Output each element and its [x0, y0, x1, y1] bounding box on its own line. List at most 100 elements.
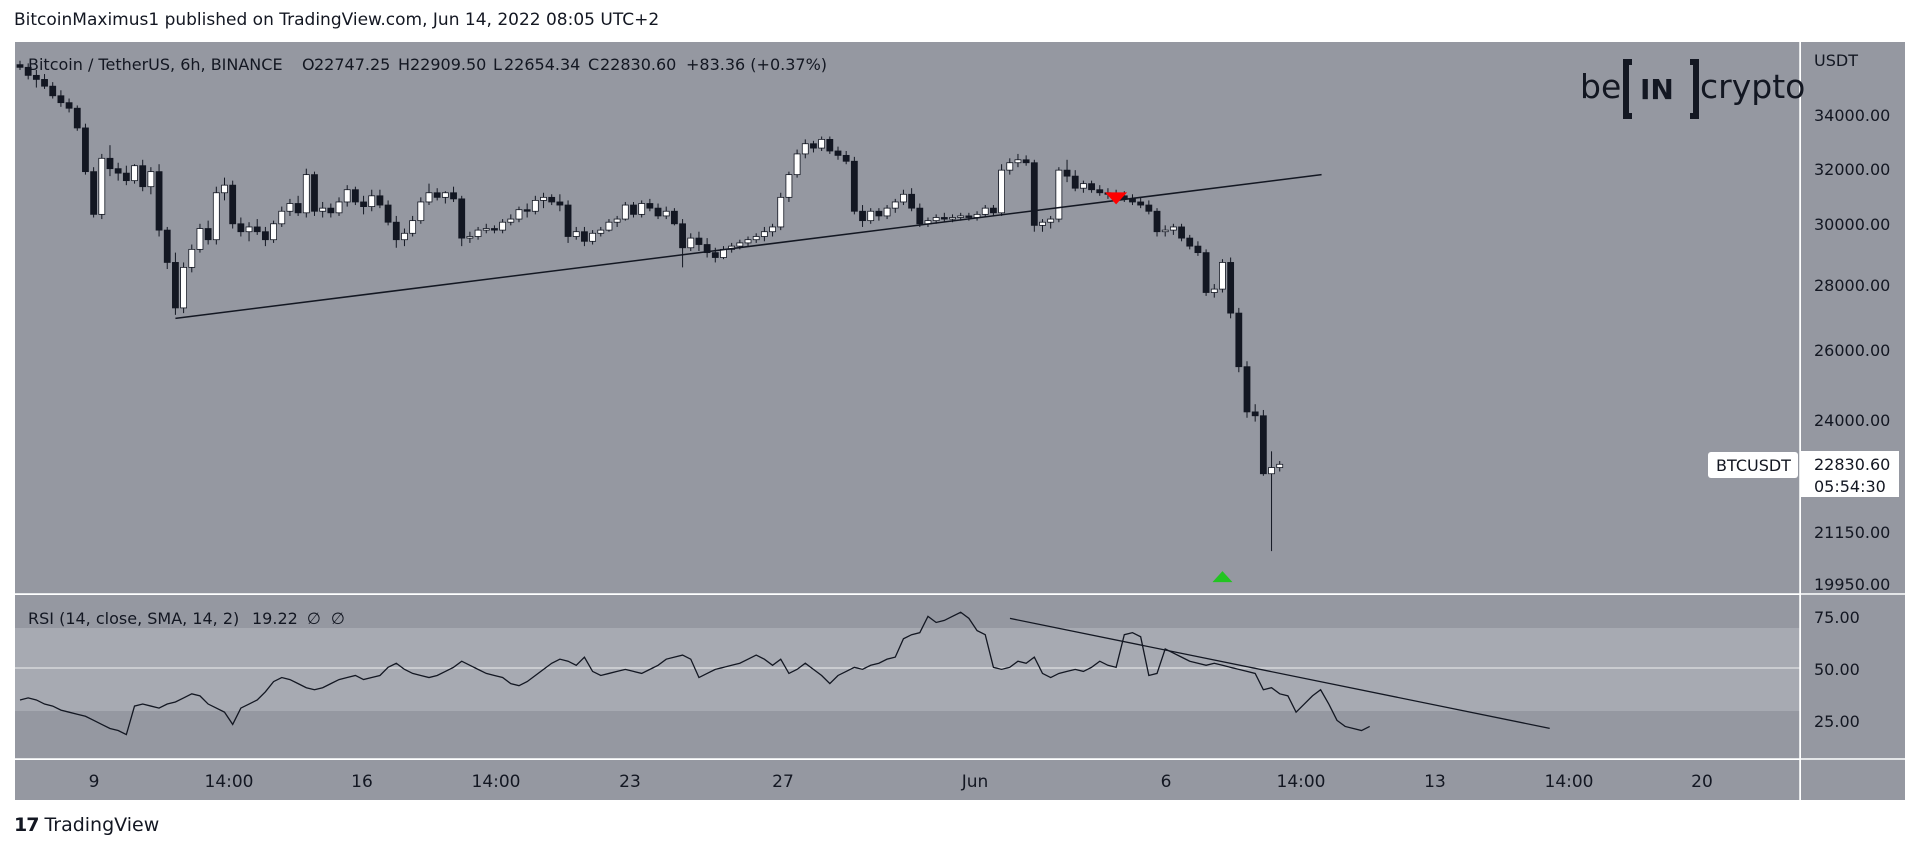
time-axis[interactable]: [15, 760, 1800, 800]
time-tick: 14:00: [1545, 772, 1594, 792]
candle-bull: [891, 201, 899, 209]
last-price-badge: [1801, 451, 1899, 497]
candle-bull: [425, 192, 433, 203]
candle-bear: [237, 223, 245, 233]
candle-bear: [229, 184, 237, 225]
candle-bull: [597, 229, 605, 234]
candle-bear: [1096, 189, 1104, 194]
time-tick: 14:00: [1277, 772, 1326, 792]
candle-bear: [65, 102, 73, 109]
candle-bear: [351, 189, 359, 203]
candle-bull: [343, 189, 351, 203]
candle-bull: [662, 210, 670, 217]
candle-bear: [360, 201, 367, 207]
candle-bear: [311, 174, 318, 212]
candle-bull: [900, 193, 907, 203]
sell-signal-icon: [1105, 192, 1128, 205]
candle-bull: [1219, 262, 1226, 290]
candle-bull: [147, 171, 155, 188]
candle-bear: [1137, 201, 1145, 206]
candle-bear: [32, 74, 40, 80]
symbol-badge[interactable]: [1708, 452, 1798, 478]
candle-bear: [581, 231, 588, 242]
price-tick: 21150.00: [1814, 523, 1890, 542]
candle-bear: [548, 196, 556, 203]
candle-bull: [1276, 463, 1284, 468]
candle-bear: [261, 231, 269, 241]
candle-bull: [744, 239, 752, 244]
candle-bull: [777, 196, 785, 228]
candle-bear: [940, 217, 948, 220]
candle-bull: [1169, 226, 1177, 231]
candle-bear: [253, 226, 261, 233]
candle-bull: [196, 228, 204, 250]
time-tick: 14:00: [205, 772, 254, 792]
candle-bear: [458, 198, 466, 239]
rsi-band: [15, 628, 1800, 711]
legend-symbol: Bitcoin / TetherUS, 6h, BINANCE: [28, 55, 283, 74]
candle-bear: [122, 172, 130, 182]
candle-bear: [204, 228, 212, 241]
candle-bull: [335, 201, 343, 214]
time-tick: 6: [1161, 772, 1172, 792]
candle-bear: [646, 203, 654, 209]
rsi-legend: RSI (14, close, SMA, 14, 2) 19.22 ∅ ∅: [28, 609, 345, 628]
candle-bear: [875, 210, 883, 217]
candle-bull: [883, 207, 891, 217]
candle-bear: [1063, 169, 1071, 177]
time-tick: 23: [619, 772, 641, 792]
candle-bull: [188, 248, 196, 268]
candle-bull: [466, 236, 474, 239]
candle-bull: [482, 228, 490, 231]
candle-bull: [785, 174, 793, 198]
candle-bull: [998, 169, 1005, 214]
candle-bear: [106, 157, 114, 170]
candle-bull: [1161, 229, 1169, 233]
rsi-label: RSI (14, close, SMA, 14, 2): [28, 609, 239, 628]
candle-bear: [850, 160, 858, 212]
candle-bull: [1055, 169, 1063, 220]
candle-bull: [769, 226, 776, 233]
price-pane-background[interactable]: [15, 42, 1800, 594]
candle-bear: [41, 79, 48, 87]
candle-bear: [630, 204, 637, 215]
candle-bear: [24, 66, 32, 76]
rsi-trendline: [1009, 617, 1550, 729]
candle-bear: [172, 262, 179, 309]
candle-bear: [859, 210, 866, 222]
time-tick: Jun: [961, 772, 989, 792]
candle-bear: [82, 127, 89, 173]
price-tick: 19950.00: [1814, 575, 1890, 594]
candle-bull: [1268, 467, 1275, 475]
candle-bull: [687, 237, 695, 249]
price-scale[interactable]: [1801, 42, 1905, 800]
candle-bull: [98, 157, 106, 215]
candle-bear: [671, 210, 678, 225]
candle-bear: [139, 165, 147, 188]
price-tick: 30000.00: [1814, 215, 1890, 234]
candle-bull: [368, 195, 376, 207]
time-tick: 16: [351, 772, 373, 792]
candle-bear: [908, 193, 916, 209]
time-tick: 14:00: [472, 772, 521, 792]
candle-bear: [842, 154, 850, 162]
candle-bear: [990, 207, 997, 214]
candle-bear: [73, 107, 81, 129]
rsi-tick: 25.00: [1814, 712, 1860, 731]
rsi-tick: 50.00: [1814, 660, 1860, 679]
candle-bear: [49, 85, 57, 97]
candle-bear: [114, 168, 122, 174]
logo-be: be: [1580, 67, 1621, 106]
candle-bear: [1071, 175, 1079, 189]
bar-countdown: 05:54:30: [1814, 477, 1886, 496]
candle-bull: [409, 220, 417, 234]
rsi-na-1: ∅: [307, 609, 321, 628]
tradingview-footer[interactable]: 17 TradingView: [14, 814, 159, 836]
candle-bull: [531, 200, 539, 212]
time-tick: 13: [1424, 772, 1446, 792]
candle-bear: [695, 237, 703, 245]
logo-in: IN: [1640, 73, 1674, 106]
rsi-line: [19, 611, 1370, 736]
support-trendline: [175, 173, 1322, 320]
